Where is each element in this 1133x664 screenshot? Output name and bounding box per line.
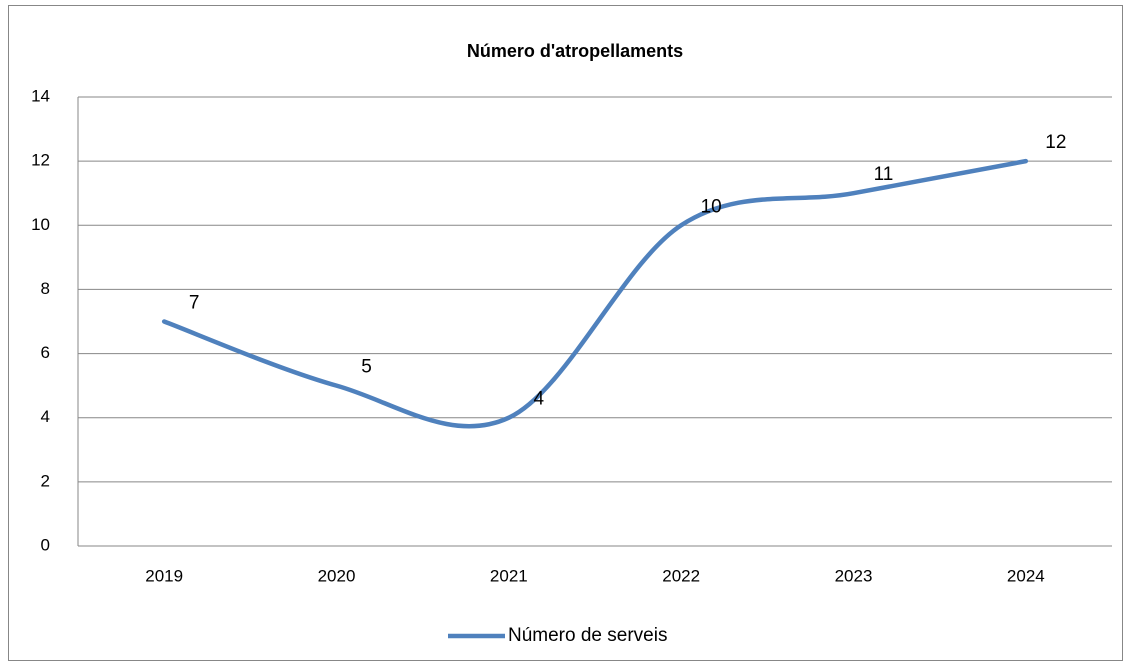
y-tick-label: 14 <box>31 86 50 105</box>
series-line <box>161 158 1029 429</box>
y-tick-label: 2 <box>41 471 50 490</box>
y-tick-label: 8 <box>41 279 50 298</box>
data-label: 10 <box>701 196 722 217</box>
legend-label: Número de serveis <box>508 625 667 646</box>
data-label: 12 <box>1045 132 1066 153</box>
x-tick-label: 2024 <box>1007 566 1045 585</box>
y-tick-label: 6 <box>41 343 50 362</box>
data-label: 7 <box>189 293 200 314</box>
y-tick-label: 0 <box>41 535 50 554</box>
x-tick-label: 2019 <box>145 566 183 585</box>
x-tick-label: 2022 <box>662 566 700 585</box>
y-tick-label: 12 <box>31 151 50 170</box>
y-tick-label: 10 <box>31 215 50 234</box>
x-tick-label: 2021 <box>490 566 528 585</box>
chart-title: Número d'atropellaments <box>467 41 683 61</box>
x-tick-label: 2020 <box>318 566 356 585</box>
data-label: 4 <box>534 389 545 410</box>
chart-border <box>8 5 1123 661</box>
data-label: 11 <box>874 164 894 185</box>
y-tick-label: 4 <box>41 407 50 426</box>
x-tick-label: 2023 <box>835 566 873 585</box>
data-label: 5 <box>361 357 372 378</box>
